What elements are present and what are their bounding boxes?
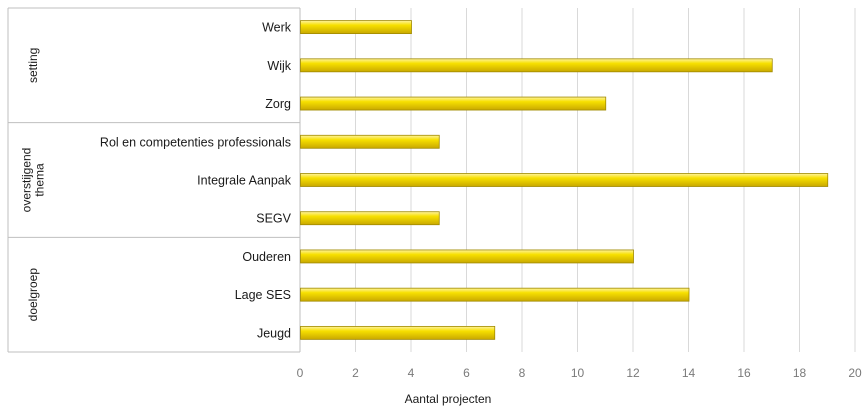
x-tick-labels: 0 2 4 6 8 10 12 14 16 18 20 — [297, 366, 862, 380]
x-tick-label: 0 — [297, 366, 304, 380]
category-label: Wijk — [267, 59, 291, 73]
category-labels: Werk Wijk Zorg Rol en competenties professi… — [100, 21, 292, 341]
bar — [300, 249, 634, 264]
category-label: SEGV — [256, 212, 291, 226]
group-label: setting — [26, 48, 40, 83]
x-tick-label: 18 — [793, 366, 807, 380]
bar — [300, 96, 607, 111]
x-tick-label: 20 — [848, 366, 862, 380]
x-tick-label: 8 — [519, 366, 526, 380]
group-labels: setting overstijgendthema doelgroep — [20, 48, 47, 322]
x-tick-label: 10 — [571, 366, 585, 380]
category-label: Ouderen — [242, 250, 291, 264]
x-axis-title: Aantal projecten — [405, 392, 492, 406]
category-label: Rol en competenties professionals — [100, 135, 291, 149]
bar — [300, 287, 690, 302]
category-label: Zorg — [265, 97, 291, 111]
axis-frame — [7, 7, 301, 353]
bars — [300, 20, 829, 340]
category-label: Lage SES — [235, 288, 291, 302]
bar — [300, 211, 440, 226]
bar — [300, 173, 829, 187]
x-tick-label: 12 — [626, 366, 640, 380]
category-label: Jeugd — [257, 326, 291, 340]
x-tick-label: 2 — [352, 366, 359, 380]
group-label: overstijgendthema — [20, 148, 47, 213]
x-tick-label: 14 — [682, 366, 696, 380]
group-label: doelgroep — [26, 268, 40, 322]
bar — [300, 20, 412, 35]
category-label: Werk — [262, 21, 292, 35]
x-tick-label: 4 — [408, 366, 415, 380]
bar — [300, 58, 773, 73]
bar — [300, 325, 496, 340]
x-tick-label: 16 — [737, 366, 751, 380]
category-label: Integrale Aanpak — [197, 174, 292, 188]
x-tick-label: 6 — [463, 366, 470, 380]
bar — [300, 134, 440, 149]
